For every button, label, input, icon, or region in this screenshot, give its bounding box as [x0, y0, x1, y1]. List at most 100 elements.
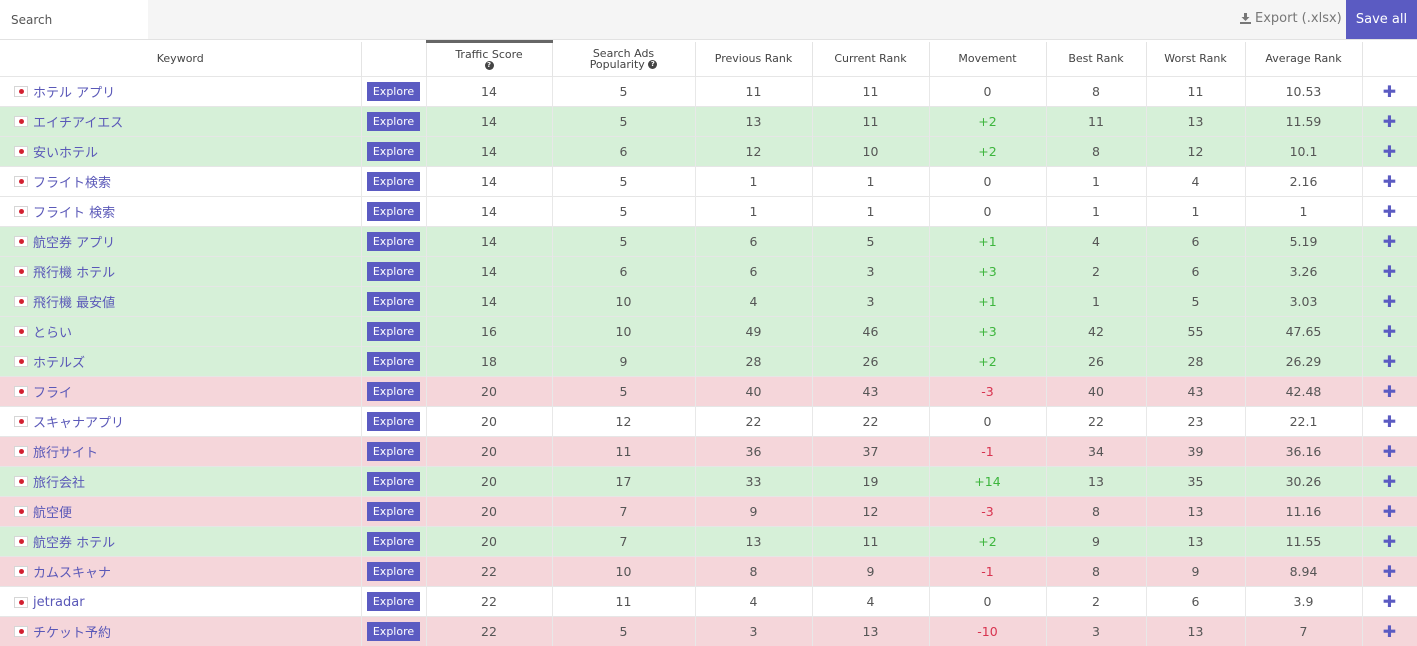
keyword-link[interactable]: 飛行機 ホテル — [33, 266, 115, 281]
help-icon[interactable]: ? — [485, 61, 494, 70]
explore-button[interactable]: Explore — [367, 502, 420, 521]
best-rank-cell: 13 — [1046, 467, 1146, 497]
add-keyword-button[interactable]: ✚ — [1362, 317, 1417, 347]
explore-button[interactable]: Explore — [367, 562, 420, 581]
header-previous-rank[interactable]: Previous Rank — [695, 42, 812, 77]
keyword-link[interactable]: ホテルズ — [33, 356, 85, 371]
best-rank-cell: 9 — [1046, 527, 1146, 557]
plus-icon: ✚ — [1383, 502, 1396, 521]
explore-cell: Explore — [361, 167, 426, 197]
explore-button[interactable]: Explore — [367, 382, 420, 401]
explore-button[interactable]: Explore — [367, 82, 420, 101]
keyword-link[interactable]: 安いホテル — [33, 146, 98, 161]
keyword-link[interactable]: フライト 検索 — [33, 206, 115, 221]
explore-button[interactable]: Explore — [367, 622, 420, 641]
traffic-score-cell: 14 — [426, 227, 552, 257]
add-keyword-button[interactable]: ✚ — [1362, 137, 1417, 167]
best-rank-cell: 42 — [1046, 317, 1146, 347]
explore-button[interactable]: Explore — [367, 592, 420, 611]
keyword-link[interactable]: 旅行会社 — [33, 476, 85, 491]
worst-rank-cell: 13 — [1146, 617, 1245, 646]
explore-button[interactable]: Explore — [367, 172, 420, 191]
add-keyword-button[interactable]: ✚ — [1362, 587, 1417, 617]
worst-rank-cell: 13 — [1146, 497, 1245, 527]
add-keyword-button[interactable]: ✚ — [1362, 527, 1417, 557]
save-all-button[interactable]: Save all — [1346, 0, 1417, 39]
japan-flag-icon — [14, 326, 28, 337]
header-keyword[interactable]: Keyword — [0, 42, 361, 77]
explore-button[interactable]: Explore — [367, 112, 420, 131]
japan-flag-icon — [14, 626, 28, 637]
add-keyword-button[interactable]: ✚ — [1362, 347, 1417, 377]
explore-button[interactable]: Explore — [367, 322, 420, 341]
plus-icon: ✚ — [1383, 262, 1396, 281]
header-movement[interactable]: Movement — [929, 42, 1046, 77]
keyword-link[interactable]: ホテル アプリ — [33, 86, 115, 101]
keyword-link[interactable]: フライト検索 — [33, 176, 111, 191]
header-best-rank[interactable]: Best Rank — [1046, 42, 1146, 77]
explore-button[interactable]: Explore — [367, 202, 420, 221]
add-keyword-button[interactable]: ✚ — [1362, 227, 1417, 257]
keyword-link[interactable]: 旅行サイト — [33, 446, 98, 461]
worst-rank-cell: 6 — [1146, 257, 1245, 287]
explore-button[interactable]: Explore — [367, 232, 420, 251]
previous-rank-cell: 6 — [695, 227, 812, 257]
japan-flag-icon — [14, 416, 28, 427]
explore-button[interactable]: Explore — [367, 532, 420, 551]
explore-button[interactable]: Explore — [367, 262, 420, 281]
keyword-link[interactable]: チケット予約 — [33, 626, 111, 641]
add-keyword-button[interactable]: ✚ — [1362, 557, 1417, 587]
traffic-score-cell: 14 — [426, 197, 552, 227]
add-keyword-button[interactable]: ✚ — [1362, 377, 1417, 407]
keyword-link[interactable]: エイチアイエス — [33, 116, 123, 131]
movement-cell: +2 — [929, 137, 1046, 167]
explore-button[interactable]: Explore — [367, 142, 420, 161]
keyword-link[interactable]: とらい — [33, 326, 72, 341]
traffic-score-cell: 20 — [426, 437, 552, 467]
add-keyword-button[interactable]: ✚ — [1362, 467, 1417, 497]
add-keyword-button[interactable]: ✚ — [1362, 437, 1417, 467]
traffic-score-cell: 18 — [426, 347, 552, 377]
explore-button[interactable]: Explore — [367, 442, 420, 461]
add-keyword-button[interactable]: ✚ — [1362, 167, 1417, 197]
add-keyword-button[interactable]: ✚ — [1362, 77, 1417, 107]
add-keyword-button[interactable]: ✚ — [1362, 497, 1417, 527]
header-search-ads-popularity[interactable]: Search Ads Popularity ? — [552, 42, 695, 77]
header-traffic-score[interactable]: Traffic Score ? — [426, 42, 552, 77]
header-average-rank[interactable]: Average Rank — [1245, 42, 1362, 77]
explore-button[interactable]: Explore — [367, 472, 420, 491]
explore-button[interactable]: Explore — [367, 412, 420, 431]
search-input[interactable] — [0, 0, 148, 39]
add-keyword-button[interactable]: ✚ — [1362, 197, 1417, 227]
keyword-link[interactable]: 飛行機 最安値 — [33, 296, 115, 311]
add-keyword-button[interactable]: ✚ — [1362, 407, 1417, 437]
keyword-link[interactable]: フライ — [33, 386, 72, 401]
explore-cell: Explore — [361, 497, 426, 527]
keyword-link[interactable]: 航空便 — [33, 506, 72, 521]
keyword-link[interactable]: スキャナアプリ — [33, 416, 124, 431]
add-keyword-button[interactable]: ✚ — [1362, 107, 1417, 137]
add-keyword-button[interactable]: ✚ — [1362, 617, 1417, 646]
keyword-link[interactable]: 航空券 アプリ — [33, 236, 115, 251]
help-icon[interactable]: ? — [648, 60, 657, 69]
add-keyword-button[interactable]: ✚ — [1362, 257, 1417, 287]
export-button[interactable]: Export (.xlsx) — [1240, 11, 1342, 26]
explore-button[interactable]: Explore — [367, 292, 420, 311]
explore-button[interactable]: Explore — [367, 352, 420, 371]
keyword-table: Keyword Traffic Score ? Search Ads Popul… — [0, 40, 1417, 646]
header-current-rank[interactable]: Current Rank — [812, 42, 929, 77]
keyword-link[interactable]: カムスキャナ — [33, 566, 111, 581]
header-worst-rank[interactable]: Worst Rank — [1146, 42, 1245, 77]
keyword-cell: エイチアイエス — [0, 107, 361, 137]
keyword-link[interactable]: jetradar — [33, 595, 85, 610]
add-keyword-button[interactable]: ✚ — [1362, 287, 1417, 317]
keyword-link[interactable]: 航空券 ホテル — [33, 536, 115, 551]
current-rank-cell: 37 — [812, 437, 929, 467]
search-ads-popularity-cell: 7 — [552, 497, 695, 527]
japan-flag-icon — [14, 506, 28, 517]
explore-cell: Explore — [361, 227, 426, 257]
